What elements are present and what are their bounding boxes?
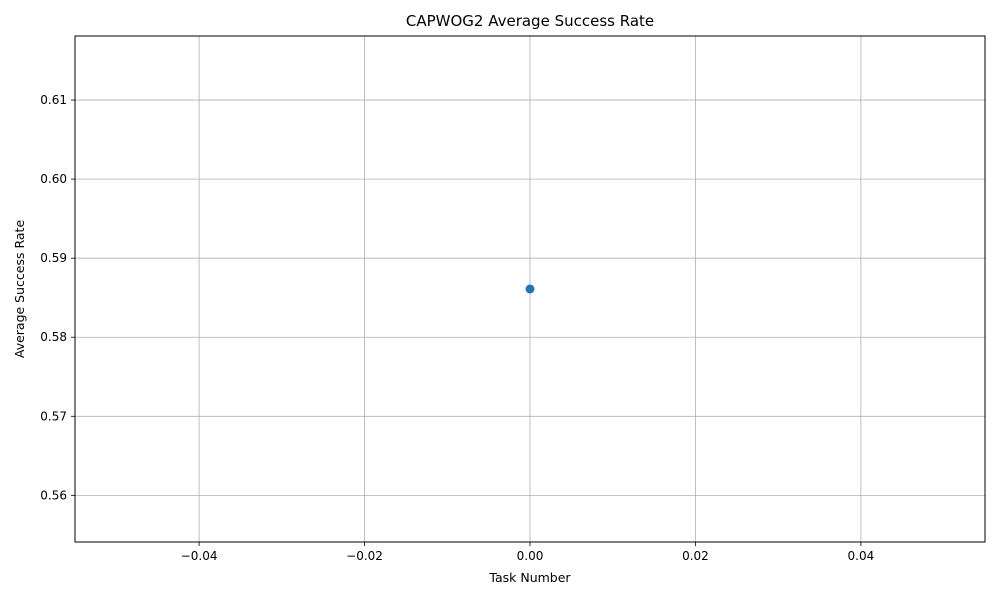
y-tick-label: 0.57 [40, 409, 67, 423]
x-tick-label: 0.04 [848, 549, 875, 563]
y-axis-label: Average Success Rate [12, 220, 27, 359]
x-axis-label: Task Number [488, 570, 571, 585]
y-tick-label: 0.60 [40, 172, 67, 186]
y-tick-label: 0.59 [40, 251, 67, 265]
y-axis-ticks: 0.56 0.57 0.58 0.59 0.60 0.61 [40, 93, 75, 502]
x-tick-label: −0.02 [346, 549, 383, 563]
grid-lines [75, 36, 985, 542]
x-tick-label: −0.04 [181, 549, 218, 563]
chart-title: CAPWOG2 Average Success Rate [406, 12, 654, 30]
x-axis-ticks: −0.04 −0.02 0.00 0.02 0.04 [181, 542, 875, 563]
data-point [525, 284, 535, 294]
y-tick-label: 0.58 [40, 330, 67, 344]
x-tick-label: 0.02 [682, 549, 709, 563]
data-points [525, 284, 535, 294]
y-tick-label: 0.61 [40, 93, 67, 107]
x-tick-label: 0.00 [517, 549, 544, 563]
y-tick-label: 0.56 [40, 488, 67, 502]
